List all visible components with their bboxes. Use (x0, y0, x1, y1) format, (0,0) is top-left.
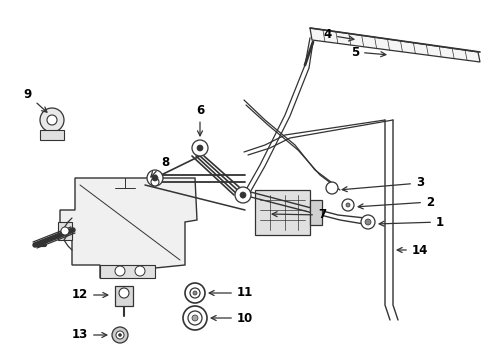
Text: 8: 8 (151, 156, 169, 177)
Polygon shape (254, 190, 309, 235)
Circle shape (325, 182, 337, 194)
Circle shape (237, 190, 248, 202)
Circle shape (184, 283, 204, 303)
Circle shape (147, 170, 163, 186)
Text: 10: 10 (211, 311, 253, 324)
Circle shape (193, 291, 197, 295)
Polygon shape (309, 28, 479, 62)
Circle shape (183, 306, 206, 330)
Circle shape (235, 187, 250, 203)
Text: 1: 1 (378, 216, 443, 229)
Circle shape (190, 288, 200, 298)
Text: 12: 12 (72, 288, 108, 302)
Text: 9: 9 (24, 89, 47, 112)
Circle shape (346, 203, 349, 207)
Text: 2: 2 (357, 195, 433, 209)
Text: 13: 13 (72, 328, 106, 342)
Circle shape (341, 199, 353, 211)
Circle shape (192, 315, 198, 321)
Circle shape (112, 327, 128, 343)
Polygon shape (40, 130, 64, 140)
Circle shape (118, 333, 121, 337)
Polygon shape (58, 222, 72, 240)
Circle shape (360, 215, 374, 229)
Circle shape (135, 266, 145, 276)
Circle shape (151, 178, 159, 186)
Polygon shape (100, 265, 155, 278)
Circle shape (192, 140, 207, 156)
Polygon shape (60, 178, 197, 278)
Text: 4: 4 (323, 28, 353, 41)
Circle shape (241, 194, 244, 198)
Circle shape (115, 266, 125, 276)
Circle shape (240, 192, 245, 198)
Circle shape (119, 288, 129, 298)
Circle shape (40, 108, 64, 132)
Text: 14: 14 (396, 243, 427, 256)
Text: 3: 3 (342, 176, 423, 192)
Text: 11: 11 (209, 287, 253, 300)
Circle shape (47, 115, 57, 125)
Text: 6: 6 (196, 104, 203, 136)
Text: 5: 5 (350, 45, 385, 58)
Text: 7: 7 (272, 208, 325, 221)
Circle shape (364, 219, 370, 225)
Circle shape (61, 227, 69, 235)
Polygon shape (309, 200, 321, 225)
Circle shape (116, 331, 124, 339)
Circle shape (152, 175, 158, 181)
Polygon shape (115, 286, 133, 306)
Circle shape (187, 311, 202, 325)
Circle shape (197, 145, 203, 151)
